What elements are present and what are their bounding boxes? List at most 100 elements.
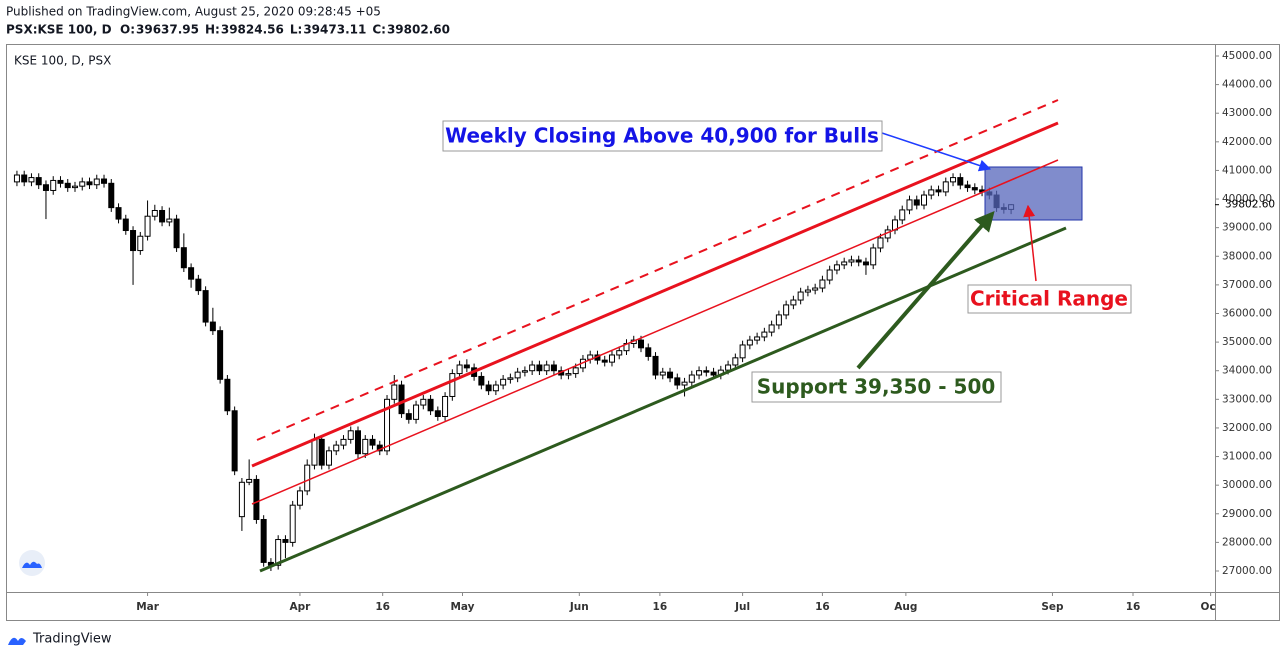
candle-body: [405, 413, 412, 420]
candle-body: [318, 438, 325, 466]
candle-body: [282, 539, 289, 543]
candle-body: [333, 444, 340, 452]
candle-body: [296, 490, 303, 506]
y-tick-label: 35000.00: [1222, 336, 1272, 348]
ohlc-value: 39473.11: [303, 23, 366, 37]
annotation: Weekly Closing Above 40,900 for Bulls: [445, 124, 879, 148]
candle-body: [64, 182, 71, 189]
candle-body: [812, 287, 819, 291]
candle-body: [50, 179, 57, 191]
candle-body: [971, 187, 978, 191]
x-tick-label: 16: [375, 601, 390, 613]
candle-body: [217, 330, 224, 380]
candle-body: [275, 539, 282, 566]
x-axis-labels: Mar Apr 16 May Jun 16 Jul 16 Aug Sep 16 Oct: [136, 601, 1215, 613]
y-tick-label: 42000.00: [1222, 136, 1272, 148]
candle-body: [456, 364, 463, 375]
candle-body: [746, 339, 753, 346]
ohlc-value: 39824.56: [221, 23, 284, 37]
candle-body: [667, 371, 674, 379]
candle-body: [674, 377, 681, 386]
candle-body: [848, 259, 855, 263]
candle-body: [325, 450, 332, 466]
candle-body: [608, 354, 615, 363]
candle-body: [688, 374, 695, 383]
candle-body: [21, 174, 28, 183]
arrow: [1023, 204, 1037, 282]
x-tick-label: Sep: [1041, 601, 1064, 613]
candle-body: [57, 179, 64, 184]
annotation-box: [751, 371, 1002, 403]
chart-legend: KSE 100, D, PSX: [14, 54, 111, 68]
candle-body: [195, 278, 202, 292]
y-tick-label: 30000.00: [1222, 479, 1272, 491]
candle-body: [188, 267, 195, 280]
candle-body: [101, 178, 108, 184]
candle-body: [804, 289, 811, 293]
x-tick-label: Apr: [290, 601, 312, 613]
candle-body: [246, 478, 253, 483]
candle-body: [754, 336, 761, 341]
annotation: Critical Range: [970, 287, 1128, 311]
candle-body: [492, 384, 499, 392]
candle-body: [238, 481, 245, 518]
x-tick-label: 16: [653, 601, 668, 613]
candle-body: [391, 384, 398, 400]
candle-body: [413, 404, 420, 420]
candle-body: [209, 321, 216, 332]
candle-body: [521, 370, 528, 373]
candle-body: [347, 430, 354, 440]
annotation: Support 39,350 - 500: [757, 375, 996, 399]
candle-body: [507, 377, 514, 380]
upper-channel: [251, 121, 1059, 468]
y-tick-label: 44000.00: [1222, 79, 1272, 91]
candle-body: [28, 177, 35, 183]
candle-body: [434, 410, 441, 417]
x-tick-label: May: [450, 601, 474, 613]
candle-body: [652, 355, 659, 376]
lower-channel: [251, 159, 1059, 505]
candle-body: [696, 370, 703, 376]
candle-body: [775, 314, 782, 326]
candle-body: [384, 398, 391, 452]
y-tick-label: 40000.00: [1222, 193, 1272, 205]
candle-body: [659, 371, 666, 376]
y-tick-label: 41000.00: [1222, 164, 1272, 176]
candle-body: [681, 381, 688, 386]
candle-body: [311, 438, 318, 466]
candle-body: [180, 247, 187, 269]
candle-body: [253, 478, 260, 520]
x-tick-label: 16: [1126, 601, 1141, 613]
candle-body: [928, 189, 935, 196]
annotation-box: [442, 120, 883, 152]
upper-dashed-channel: [256, 99, 1059, 441]
candle-body: [137, 235, 144, 252]
candle-body: [289, 504, 296, 543]
candle-body: [768, 324, 775, 333]
candle-body: [950, 177, 957, 183]
y-tick-label: 33000.00: [1222, 393, 1272, 405]
y-tick-label: 27000.00: [1222, 565, 1272, 577]
footer-brand: TradingView: [32, 632, 112, 647]
candle-body: [13, 174, 20, 183]
candle-body: [855, 259, 862, 263]
candle-body: [732, 357, 739, 366]
x-tick-label: Mar: [136, 601, 160, 613]
candle-body: [790, 299, 797, 306]
candle-body: [906, 199, 913, 211]
candle-body: [841, 261, 848, 266]
candle-body: [921, 194, 928, 206]
candle-body: [362, 438, 369, 455]
candle-body: [427, 398, 434, 412]
candle-body: [913, 199, 920, 206]
candle-body: [202, 290, 209, 323]
candle-body: [710, 371, 717, 376]
candle-body: [304, 464, 311, 492]
candle-body: [645, 347, 652, 357]
y-tick-label: 31000.00: [1222, 451, 1272, 463]
candle-body: [398, 384, 405, 415]
candle-body: [130, 230, 137, 252]
y-tick-label: 29000.00: [1222, 508, 1272, 520]
candle-body: [485, 384, 492, 392]
